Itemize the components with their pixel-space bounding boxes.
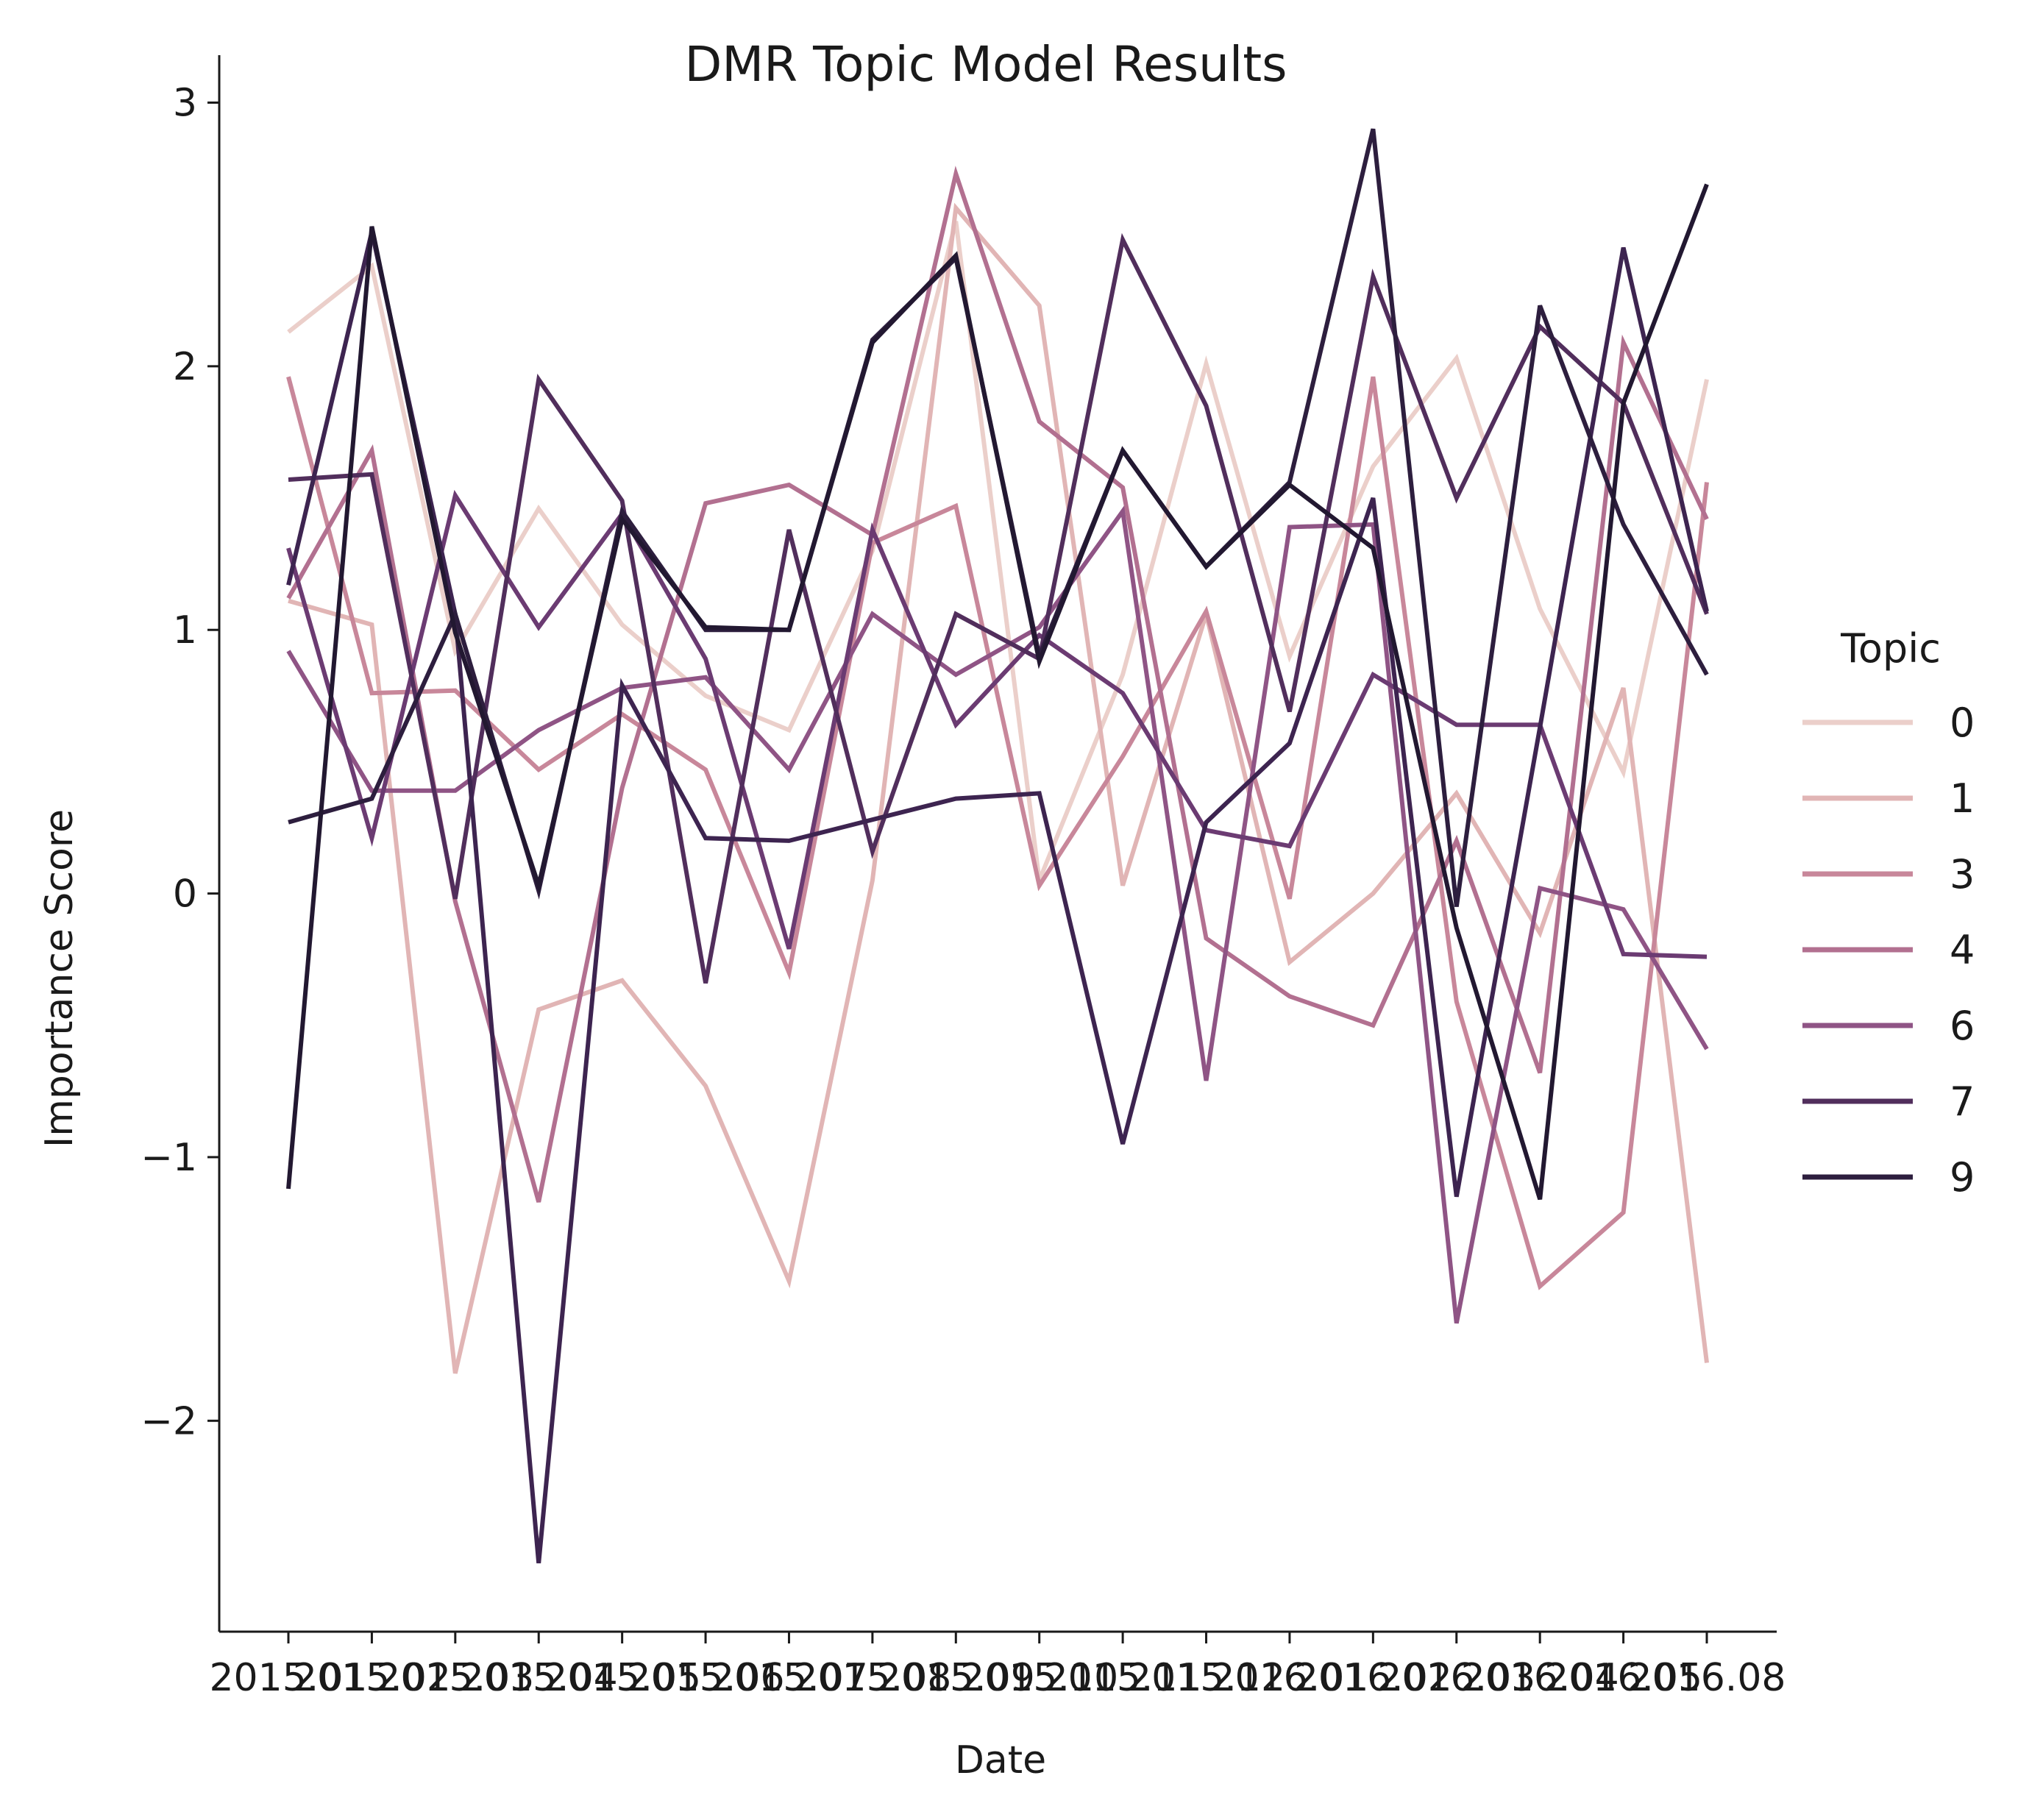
legend-item-topic-6: 6 — [1802, 1003, 1975, 1049]
x-tick-label: 2015.06 — [627, 1656, 785, 1700]
x-tick-label: 2015.05 — [543, 1656, 701, 1700]
legend-title: Topic — [1840, 625, 1941, 672]
x-tick-label: 2016.08 — [1627, 1656, 1786, 1700]
legend-label: 7 — [1950, 1078, 1975, 1125]
legend-label: 9 — [1950, 1154, 1975, 1201]
series-line-topic-9-8 — [288, 128, 1709, 907]
series-line-topic-4-3 — [286, 166, 1709, 1203]
y-tick-label: 3 — [173, 82, 197, 126]
x-axis: 2015.012015.022015.032015.042015.052015.… — [209, 1630, 1786, 1700]
series-line-topic-3-2 — [286, 376, 1709, 1290]
x-tick-label: 2016.05 — [1544, 1656, 1702, 1700]
legend-item-topic-9: 9 — [1802, 1154, 1975, 1201]
series-line-topic-7-7 — [286, 231, 1709, 1564]
legend: Topic 0 1 3 4 6 7 9 — [1802, 625, 1975, 1201]
y-tick-label: −1 — [141, 1136, 197, 1180]
y-axis: −2 −1 0 1 2 3 — [141, 55, 221, 1632]
chart-title: DMR Topic Model Results — [684, 36, 1287, 93]
x-tick-label: 2015.11 — [1044, 1656, 1202, 1700]
x-tick-label: 2016.02 — [1294, 1656, 1452, 1700]
legend-item-topic-4: 4 — [1802, 927, 1975, 973]
legend-item-topic-7: 7 — [1802, 1078, 1975, 1125]
y-tick-label: 2 — [173, 345, 197, 389]
series-line-topic-1-1 — [288, 202, 1709, 1374]
x-tick-label: 2016.01 — [1210, 1656, 1368, 1700]
legend-item-topic-1: 1 — [1802, 775, 1975, 822]
series-line-topic-7-6 — [288, 232, 1709, 984]
legend-label: 6 — [1950, 1003, 1975, 1049]
x-tick-label: 2015.08 — [793, 1656, 951, 1700]
x-tick-label: 2015.09 — [877, 1656, 1035, 1700]
legend-items: 0 1 3 4 6 7 9 — [1802, 700, 1975, 1201]
y-tick-label: 1 — [173, 608, 197, 653]
series-line-topic-0-0 — [287, 221, 1709, 889]
legend-label: 0 — [1950, 700, 1975, 746]
legend-label: 1 — [1950, 775, 1975, 822]
legend-label: 3 — [1950, 851, 1975, 897]
x-tick-label: 2015.04 — [460, 1656, 618, 1700]
x-tick-label: 2015.10 — [960, 1656, 1118, 1700]
x-tick-label: 2015.03 — [376, 1656, 534, 1700]
legend-label: 4 — [1950, 927, 1975, 973]
series-line-topic-7-5 — [286, 489, 1708, 959]
legend-item-topic-0: 0 — [1802, 700, 1975, 746]
series-line-topic-6-4 — [286, 505, 1709, 1324]
x-axis-label: Date — [955, 1738, 1046, 1782]
y-tick-label: 0 — [173, 872, 197, 917]
legend-item-topic-3: 3 — [1802, 851, 1975, 897]
x-tick-label: 2015.01 — [209, 1656, 367, 1700]
series-layer — [286, 128, 1709, 1564]
x-tick-label: 2015.07 — [710, 1656, 868, 1700]
x-tick-label: 2015.12 — [1127, 1656, 1285, 1700]
y-axis-label: Importance Score — [38, 809, 82, 1148]
x-tick-label: 2016.04 — [1461, 1656, 1619, 1700]
y-tick-label: −2 — [141, 1399, 197, 1443]
x-tick-label: 2016.03 — [1377, 1656, 1535, 1700]
series-line-topic-9-9 — [286, 183, 1709, 1201]
x-tick-label: 2015.02 — [293, 1656, 451, 1700]
